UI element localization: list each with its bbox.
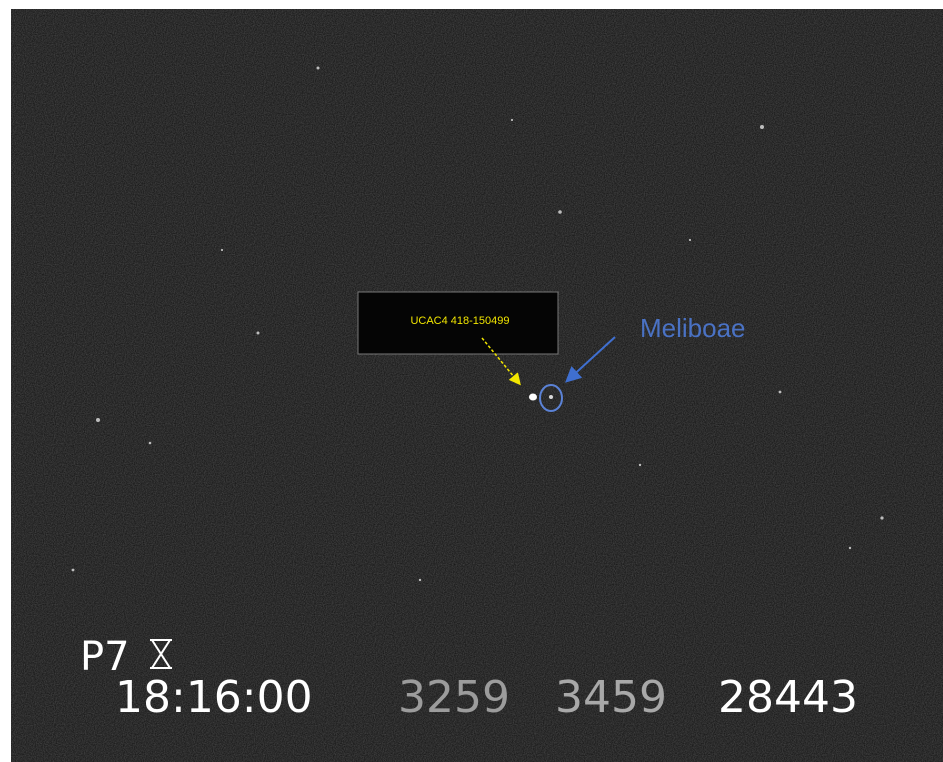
background-stars [71,66,884,582]
asteroid [549,395,553,399]
hourglass-icon [150,639,172,669]
sensor-noise [11,9,943,762]
star-label: UCAC4 418-150499 [410,315,509,327]
label-box [357,291,559,355]
camera-id: P7 [80,634,130,680]
target-label: Meliboae [640,313,746,343]
target-arrow [565,336,616,383]
target-circle [539,384,563,412]
timestamp: 18:16:00 [115,672,313,723]
reference-star [529,393,537,401]
osd-field: 3459 [555,672,667,723]
osd-field: 3259 [398,672,510,723]
osd-field: 28443 [718,672,858,723]
